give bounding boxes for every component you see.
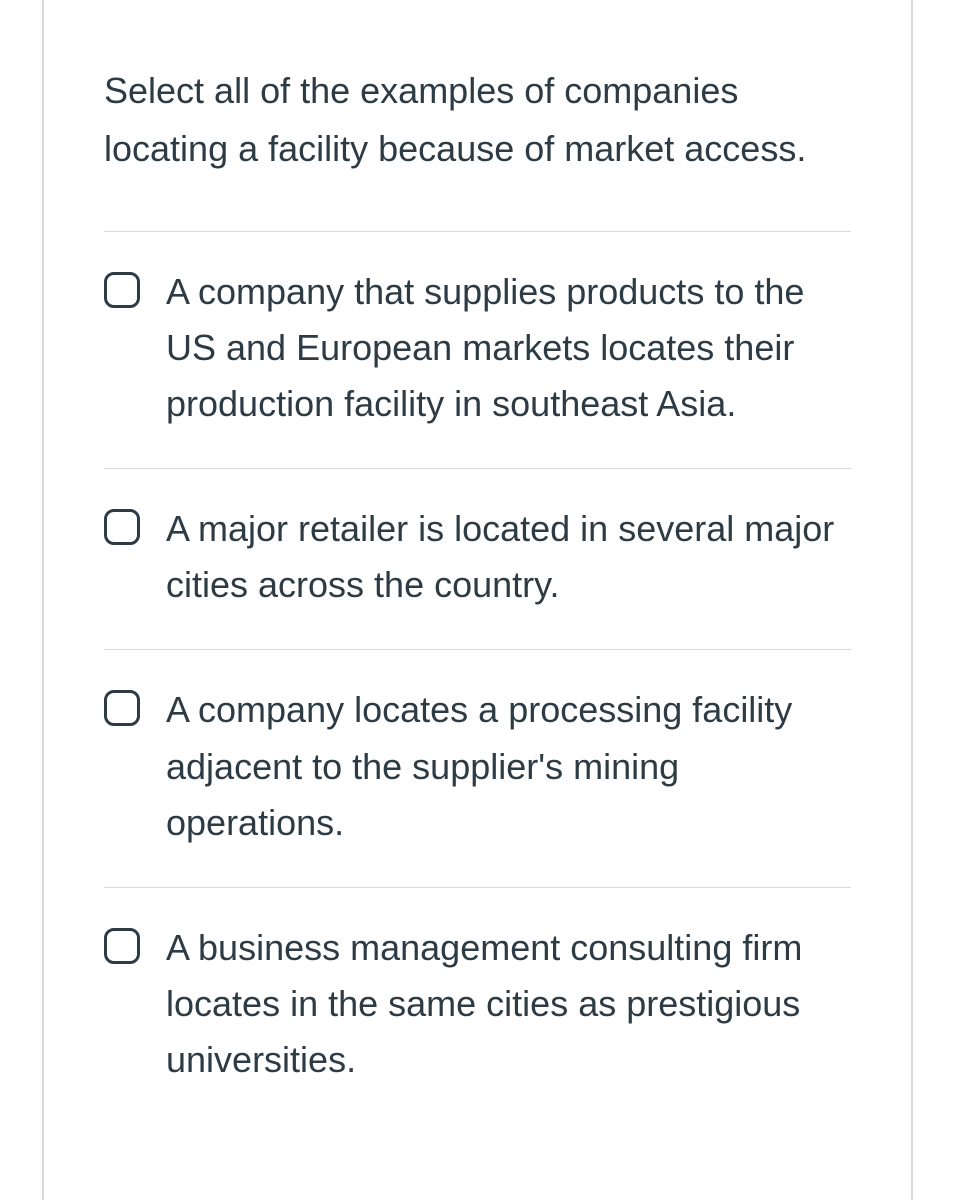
options-list: A company that supplies products to the … xyxy=(104,231,851,1125)
checkbox[interactable] xyxy=(104,509,140,545)
question-prompt: Select all of the examples of companies … xyxy=(104,62,851,179)
option-text: A major retailer is located in several m… xyxy=(166,501,851,613)
option-row[interactable]: A company that supplies products to the … xyxy=(104,232,851,469)
option-row[interactable]: A business management consulting firm lo… xyxy=(104,888,851,1124)
option-text: A company that supplies products to the … xyxy=(166,264,851,432)
option-row[interactable]: A company locates a processing facility … xyxy=(104,650,851,887)
checkbox[interactable] xyxy=(104,272,140,308)
checkbox[interactable] xyxy=(104,928,140,964)
question-block: Select all of the examples of companies … xyxy=(44,0,911,1124)
option-row[interactable]: A major retailer is located in several m… xyxy=(104,469,851,650)
checkbox[interactable] xyxy=(104,690,140,726)
question-card: Select all of the examples of companies … xyxy=(42,0,913,1200)
option-text: A business management consulting firm lo… xyxy=(166,920,851,1088)
option-text: A company locates a processing facility … xyxy=(166,682,851,850)
